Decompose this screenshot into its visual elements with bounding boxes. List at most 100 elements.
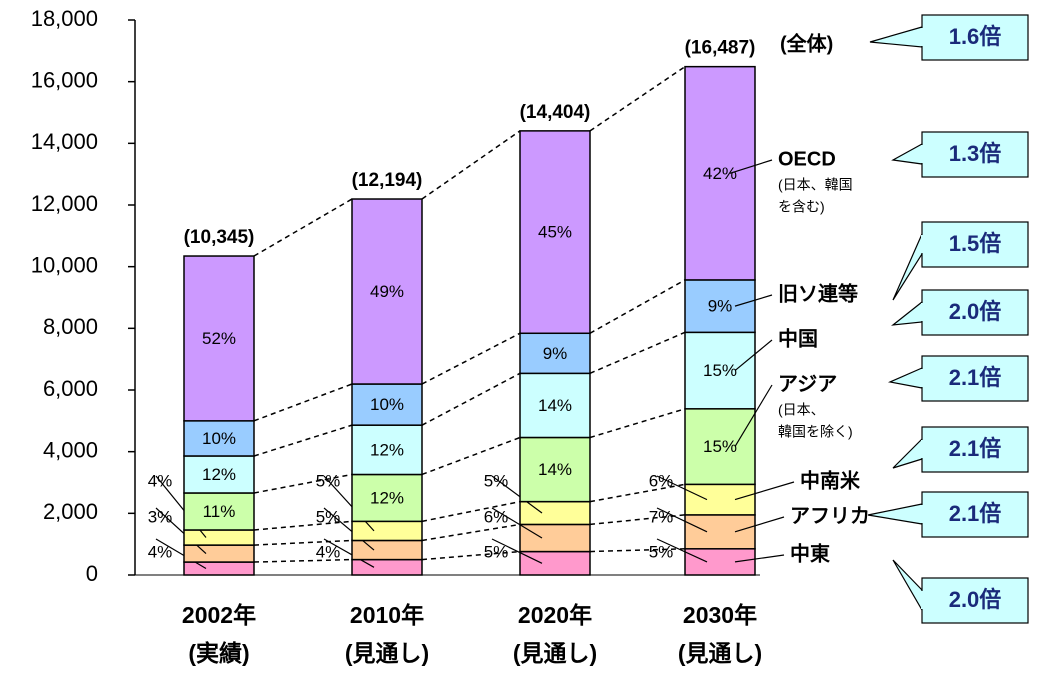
percent-label: 49% xyxy=(370,282,404,301)
connector xyxy=(589,279,686,334)
leader-line xyxy=(656,507,708,533)
x-tick-note: (見通し) xyxy=(513,640,597,666)
total-label: (16,487) xyxy=(685,38,756,59)
growth-label: 2.0倍 xyxy=(949,587,1002,612)
percent-label: 4% xyxy=(148,542,173,561)
connector xyxy=(253,473,353,494)
growth-label: 2.0倍 xyxy=(949,299,1002,324)
leader-line xyxy=(734,554,785,563)
leader-line xyxy=(729,159,773,174)
growth-label: 2.1倍 xyxy=(949,501,1002,526)
connector xyxy=(589,66,686,132)
percent-label: 12% xyxy=(370,488,404,507)
callout-pointer xyxy=(867,503,923,525)
connector xyxy=(589,548,686,553)
y-tick-label: 0 xyxy=(86,561,98,586)
bar-segment xyxy=(183,544,255,563)
total-label: (14,404) xyxy=(520,102,591,123)
bar-segment xyxy=(351,539,423,561)
series-name: 中東 xyxy=(790,541,830,565)
connector xyxy=(589,331,686,375)
callout-pointer xyxy=(891,142,923,165)
total-name: (全体) xyxy=(780,31,833,55)
percent-label: 10% xyxy=(202,429,236,448)
y-tick-label: 18,000 xyxy=(31,6,98,31)
percent-label: 45% xyxy=(538,223,572,242)
percent-label: 14% xyxy=(538,460,572,479)
percent-label: 9% xyxy=(708,297,733,316)
callout-pointer xyxy=(869,26,923,48)
connector xyxy=(421,523,521,542)
growth-label-box xyxy=(921,426,1029,473)
bar-segment xyxy=(519,332,591,375)
total-growth: 1.6倍 xyxy=(949,24,1002,49)
y-tick-label: 2,000 xyxy=(43,499,98,524)
connector xyxy=(589,408,686,439)
bar-segment xyxy=(351,198,423,385)
x-tick-label: 2002年 xyxy=(182,602,256,628)
leader-line xyxy=(491,475,543,514)
bar-segment xyxy=(183,420,255,457)
growth-label-box xyxy=(921,577,1029,624)
percent-label: 12% xyxy=(370,440,404,459)
bar-segment xyxy=(684,65,756,281)
callout-pointer xyxy=(887,367,923,389)
bar-segment xyxy=(684,331,756,410)
leader-line xyxy=(734,481,795,501)
x-tick-label: 2010年 xyxy=(350,602,424,628)
percent-label: 11% xyxy=(203,502,236,521)
percent-label: 9% xyxy=(543,344,568,363)
y-tick-label: 10,000 xyxy=(31,252,98,277)
series-name: 旧ソ連等 xyxy=(778,281,858,305)
growth-label-box xyxy=(921,131,1029,178)
percent-label: 6% xyxy=(484,507,509,526)
bar-segment xyxy=(519,436,591,503)
total-label: (10,345) xyxy=(184,227,255,248)
growth-label: 1.5倍 xyxy=(949,231,1002,256)
connector xyxy=(421,332,521,385)
series-note: (日本、 xyxy=(778,402,825,418)
series-name: 中南米 xyxy=(800,468,861,492)
leader-line xyxy=(734,339,773,372)
percent-label: 15% xyxy=(703,437,737,456)
percent-label: 5% xyxy=(316,507,341,526)
leader-line xyxy=(656,475,708,501)
x-tick-label: 2020年 xyxy=(518,602,592,628)
y-tick-label: 4,000 xyxy=(43,437,98,462)
percent-label: 4% xyxy=(316,542,341,561)
percent-label: 15% xyxy=(703,361,737,380)
connector xyxy=(253,198,353,257)
callout-pointer xyxy=(892,559,923,613)
percent-label: 7% xyxy=(649,507,674,526)
connector xyxy=(253,424,353,457)
y-tick-label: 8,000 xyxy=(43,314,98,339)
percent-label: 10% xyxy=(370,395,404,414)
leader-line xyxy=(656,538,708,563)
callout-pointer xyxy=(892,437,923,469)
growth-label-box xyxy=(921,355,1029,402)
bar-segment xyxy=(519,523,591,553)
y-tick-label: 12,000 xyxy=(31,191,98,216)
growth-label-box xyxy=(921,221,1029,268)
growth-label: 2.1倍 xyxy=(949,436,1002,461)
percent-label: 5% xyxy=(484,471,509,490)
connector xyxy=(421,550,521,561)
y-tick-label: 14,000 xyxy=(31,129,98,154)
leader-line xyxy=(491,538,543,564)
x-tick-label: 2030年 xyxy=(683,602,757,628)
connector xyxy=(253,383,353,422)
bar-segment xyxy=(183,255,255,422)
bar-segment xyxy=(183,561,255,576)
bar-segment xyxy=(351,558,423,576)
x-tick-note: (見通し) xyxy=(345,640,429,666)
series-name: アジア xyxy=(778,373,837,395)
bar-segment xyxy=(519,372,591,439)
leader-line xyxy=(734,516,785,533)
percent-label: 14% xyxy=(538,396,572,415)
leader-line xyxy=(323,507,375,551)
connector xyxy=(421,130,521,200)
bar-segment xyxy=(183,455,255,494)
bar-segment xyxy=(351,520,423,542)
bar-segment xyxy=(183,529,255,546)
